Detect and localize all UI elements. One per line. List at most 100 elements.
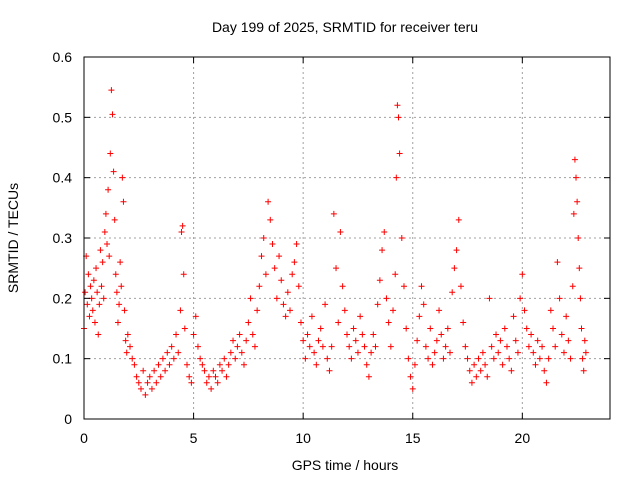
data-point (392, 271, 399, 278)
data-point (407, 373, 414, 380)
data-point (581, 337, 588, 344)
data-point (482, 361, 489, 368)
y-tick-label: 0.2 (53, 290, 73, 306)
data-point (108, 87, 115, 94)
data-point (427, 325, 434, 332)
data-point (506, 355, 513, 362)
data-point (227, 349, 234, 356)
data-point (311, 349, 318, 356)
data-point (322, 301, 329, 308)
data-point (525, 343, 532, 350)
data-point (330, 210, 337, 217)
data-point (133, 373, 140, 380)
data-point (579, 355, 586, 362)
data-point (159, 355, 166, 362)
data-point (536, 355, 543, 362)
data-point (473, 373, 480, 380)
data-point (560, 349, 567, 356)
data-point (418, 283, 425, 290)
data-point (313, 361, 320, 368)
data-point (339, 283, 346, 290)
data-point (514, 349, 521, 356)
data-point (157, 373, 164, 380)
data-point (101, 228, 108, 235)
data-point (232, 355, 239, 362)
data-point (558, 331, 565, 338)
data-point (94, 289, 101, 296)
data-point (578, 325, 585, 332)
data-point (131, 361, 138, 368)
data-point (254, 307, 261, 314)
data-point (214, 379, 221, 386)
data-point (260, 235, 267, 241)
data-point (539, 343, 546, 350)
data-point (510, 313, 517, 320)
data-point (140, 367, 147, 374)
data-point (365, 373, 372, 380)
data-point (135, 379, 142, 386)
data-point (278, 277, 285, 284)
data-point (460, 319, 467, 326)
data-point (271, 265, 278, 272)
data-point (273, 295, 280, 302)
data-point (84, 301, 91, 308)
data-point (436, 307, 443, 314)
data-point (403, 325, 410, 332)
data-point (390, 307, 397, 314)
data-point (162, 367, 169, 374)
data-point (249, 331, 256, 338)
data-point (99, 259, 106, 266)
data-point (112, 271, 119, 278)
data-point (497, 337, 504, 344)
x-tick-label: 15 (405, 430, 421, 446)
data-point (337, 228, 344, 235)
data-point (409, 385, 416, 392)
data-point (575, 235, 582, 241)
data-point (442, 343, 449, 350)
data-point (177, 307, 184, 314)
data-point (429, 361, 436, 368)
data-point (453, 247, 460, 254)
data-point (420, 301, 427, 308)
data-point (354, 349, 361, 356)
y-tick-label: 0 (64, 411, 72, 427)
data-point (444, 325, 451, 332)
data-point (280, 301, 287, 308)
data-point (179, 222, 186, 229)
data-point (117, 259, 124, 266)
data-point (477, 367, 484, 374)
y-tick-label: 0.4 (53, 170, 73, 186)
data-point (93, 265, 100, 272)
data-point (225, 361, 232, 368)
data-point (361, 343, 368, 350)
data-point (326, 367, 333, 374)
data-point (148, 385, 155, 392)
data-point (284, 289, 291, 296)
data-point (486, 295, 493, 302)
data-point (381, 228, 388, 235)
data-point (289, 271, 296, 278)
data-point (188, 379, 195, 386)
data-point (519, 271, 526, 278)
x-tick-label: 20 (515, 430, 531, 446)
data-point (120, 198, 127, 205)
data-point (400, 283, 407, 290)
data-point (238, 349, 245, 356)
data-point (104, 241, 111, 248)
data-point (144, 379, 151, 386)
data-point (146, 373, 153, 380)
data-point (475, 355, 482, 362)
data-point (532, 361, 539, 368)
data-point (219, 367, 226, 374)
data-point (258, 253, 265, 260)
data-point (166, 361, 173, 368)
data-point (315, 337, 322, 344)
data-point (107, 150, 114, 157)
data-point (186, 373, 193, 380)
data-point (368, 349, 375, 356)
data-point (550, 325, 557, 332)
data-point (468, 379, 475, 386)
chart-title: Day 199 of 2025, SRMTID for receiver ter… (212, 19, 478, 35)
data-point (383, 295, 390, 302)
